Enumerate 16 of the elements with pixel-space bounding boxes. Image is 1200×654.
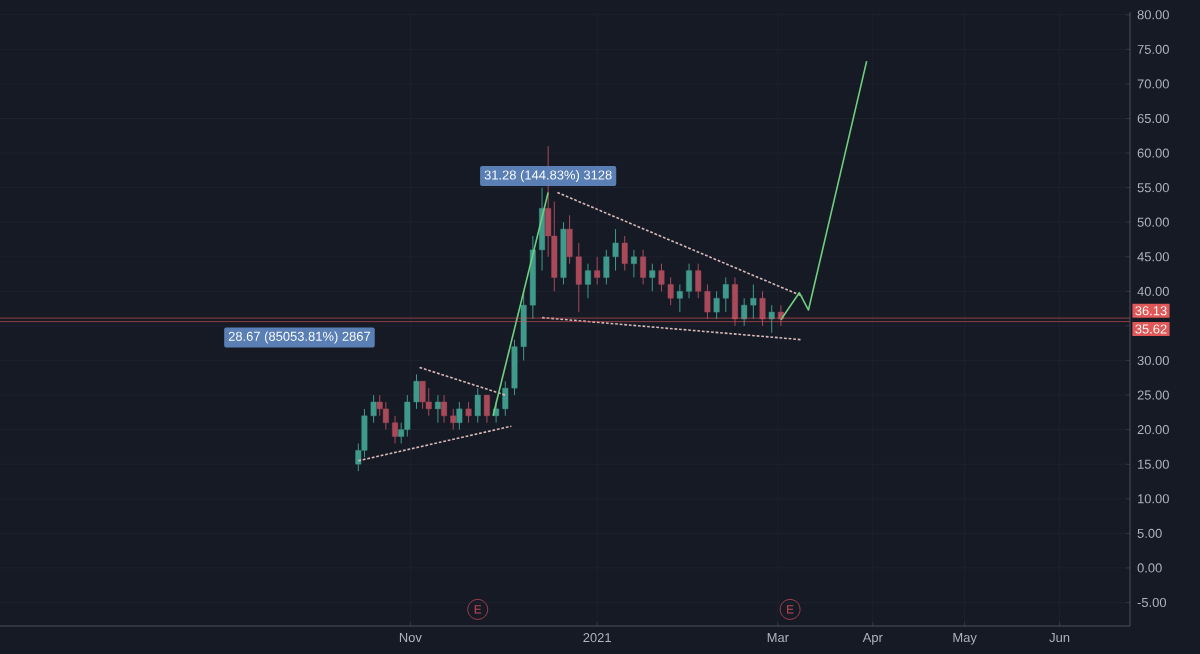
candlestick (465, 401, 472, 424)
candlestick (483, 394, 490, 424)
candlestick (419, 380, 426, 410)
candlestick (585, 263, 591, 299)
candlestick (594, 256, 601, 285)
candlestick (630, 249, 637, 279)
line-series (780, 60, 868, 321)
candlestick (649, 263, 656, 292)
candlestick (434, 394, 441, 424)
candlestick (621, 235, 628, 272)
candlestick (456, 401, 463, 431)
candlestick (474, 387, 481, 424)
candlestick (732, 277, 738, 327)
candlestick (640, 249, 647, 285)
candlestick (425, 387, 432, 417)
candlestick (759, 290, 766, 327)
